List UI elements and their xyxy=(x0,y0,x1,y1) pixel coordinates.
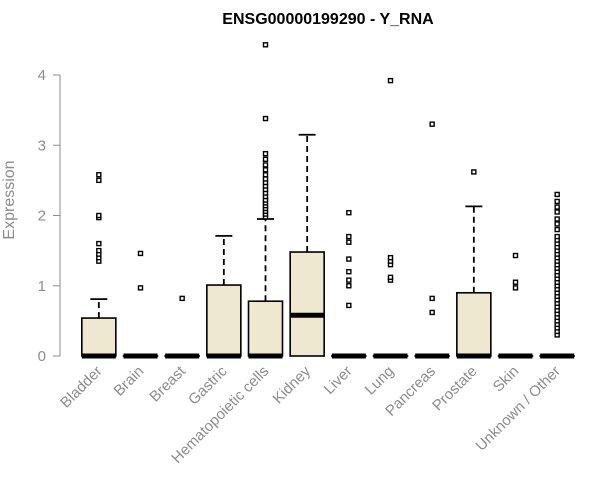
box-11 xyxy=(539,191,575,359)
outlier-point xyxy=(554,233,560,240)
outlier-point xyxy=(387,254,394,261)
outlier-point xyxy=(512,285,519,291)
box-rect xyxy=(247,300,284,357)
outlier-point xyxy=(262,42,269,48)
outlier-point xyxy=(262,162,269,168)
outlier-point xyxy=(262,172,269,178)
outlier-point xyxy=(387,274,394,281)
box-10 xyxy=(497,252,534,359)
outlier-point xyxy=(346,277,352,283)
outlier-point xyxy=(346,256,352,262)
x-tick-label: Lung xyxy=(362,363,398,399)
box-rect xyxy=(456,291,492,357)
box-rect xyxy=(206,284,242,357)
outlier-point xyxy=(96,247,102,254)
box-4 xyxy=(247,42,284,359)
x-tick-label: Liver xyxy=(321,363,356,398)
box-7 xyxy=(372,77,409,359)
outlier-point xyxy=(137,285,144,291)
box-1 xyxy=(122,250,159,359)
box-9 xyxy=(456,169,492,359)
outlier-point xyxy=(554,204,560,210)
y-tick-label: 3 xyxy=(38,137,46,154)
box-5 xyxy=(289,133,325,357)
y-axis-label: Expression xyxy=(1,160,18,239)
outlier-point xyxy=(262,150,269,157)
y-axis: 0 1 2 3 4 xyxy=(38,67,61,365)
box-rect xyxy=(289,251,325,357)
outlier-point xyxy=(96,172,102,178)
box-3 xyxy=(206,234,242,359)
outlier-point xyxy=(262,156,269,163)
outlier-point xyxy=(346,239,352,245)
outlier-point xyxy=(262,115,269,122)
x-tick-label: Brain xyxy=(111,363,148,400)
x-tick-label: Skin xyxy=(490,363,523,396)
chart-title: ENSG00000199290 - Y_RNA xyxy=(222,11,434,28)
y-tick-label: 2 xyxy=(38,208,46,225)
outlier-point xyxy=(346,283,352,289)
outlier-point xyxy=(554,191,560,198)
x-tick-label: Bladder xyxy=(57,363,106,412)
outlier-point xyxy=(262,176,269,182)
x-tick-label: Kidney xyxy=(270,362,315,407)
outlier-point xyxy=(96,240,102,247)
outlier-point xyxy=(262,167,269,173)
outlier-point xyxy=(387,77,394,84)
outlier-point xyxy=(554,221,560,227)
outlier-point xyxy=(429,309,435,316)
outlier-point xyxy=(346,269,352,275)
y-tick-label: 1 xyxy=(38,278,46,295)
outlier-point xyxy=(512,279,519,285)
x-tick-label: Breast xyxy=(146,362,189,405)
outlier-point xyxy=(346,302,352,309)
outlier-point xyxy=(554,198,560,205)
outlier-point xyxy=(179,295,185,302)
outlier-point xyxy=(471,169,477,175)
outlier-point xyxy=(554,216,560,222)
box-6 xyxy=(331,209,367,359)
outlier-point xyxy=(429,295,435,302)
outlier-point xyxy=(96,177,102,184)
y-tick-label: 0 xyxy=(38,348,46,365)
box-8 xyxy=(414,121,450,359)
outlier-point xyxy=(554,209,560,215)
boxes-layer xyxy=(81,42,575,359)
x-tick-label: Prostate xyxy=(429,363,481,415)
outlier-point xyxy=(137,250,144,257)
outlier-point xyxy=(429,121,435,127)
outlier-point xyxy=(96,212,102,219)
outlier-point xyxy=(512,252,519,259)
outlier-point xyxy=(346,233,352,240)
box-0 xyxy=(81,172,117,359)
outlier-point xyxy=(554,226,560,233)
box-2 xyxy=(164,295,200,359)
outlier-point xyxy=(346,209,352,216)
y-tick-label: 4 xyxy=(38,67,46,84)
box-rect xyxy=(81,317,117,357)
